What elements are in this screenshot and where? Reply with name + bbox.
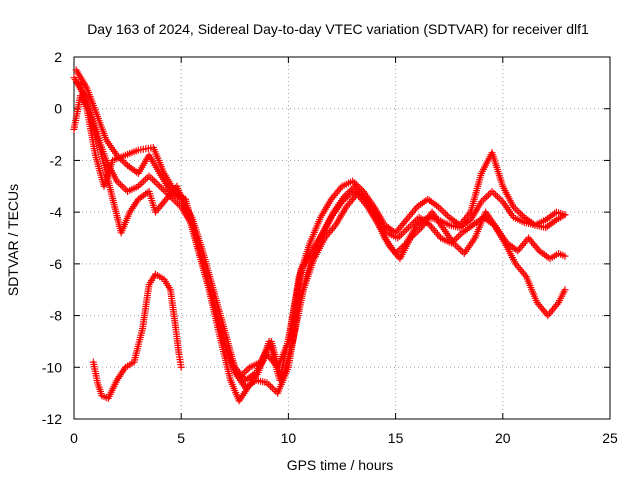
data-point [561,211,569,219]
axis-ticks: 0 5 10 15 20 25 -12 -10 -8 -6 -4 -2 0 2 [42,49,618,446]
y-tick-label: -10 [42,359,62,375]
x-tick-label: 15 [388,430,404,446]
series-track-d [70,92,569,384]
series-track-e [89,270,185,402]
y-tick-label: -8 [50,308,63,324]
data-point [177,363,185,371]
x-tick-label: 20 [495,430,511,446]
y-tick-label: -12 [42,411,62,427]
data-point [561,252,569,260]
x-tick-label: 5 [177,430,185,446]
data-point [561,286,569,294]
x-axis-label: GPS time / hours [287,457,394,473]
y-tick-label: 0 [54,101,62,117]
y-axis-label: SDTVAR / TECUs [5,184,21,296]
y-tick-label: 2 [54,49,62,65]
chart-title: Day 163 of 2024, Sidereal Day-to-day VTE… [87,21,589,37]
y-tick-label: -4 [50,204,63,220]
y-tick-label: -6 [50,256,63,272]
data-marks [70,66,569,405]
x-tick-label: 0 [70,430,78,446]
y-tick-label: -2 [50,152,63,168]
x-tick-label: 10 [281,430,297,446]
plot-frame [73,56,611,420]
x-tick-label: 25 [602,430,618,446]
